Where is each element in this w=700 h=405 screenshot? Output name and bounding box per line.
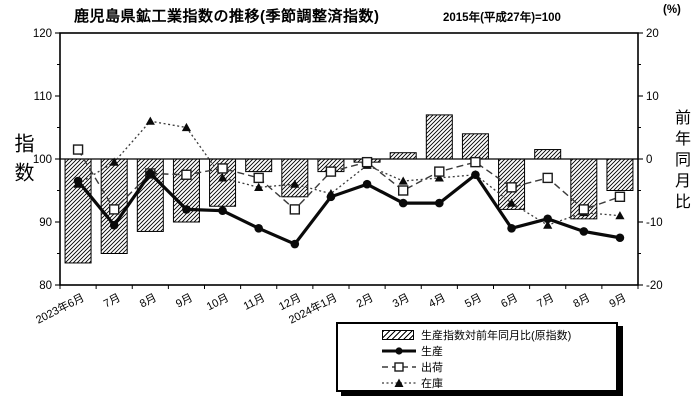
x-category-label: 7月 [102, 292, 123, 310]
left-tick-label: 120 [33, 28, 52, 40]
x-category-label: 2月 [355, 292, 376, 310]
legend-label-shipment: 出荷 [421, 362, 443, 374]
circle-marker [73, 176, 83, 186]
legend-label-production: 生産 [421, 346, 443, 358]
yoy-bar [461, 133, 489, 160]
left-tick-label: 80 [39, 280, 52, 292]
circle-marker [254, 224, 263, 233]
line-series-出荷 [72, 144, 626, 215]
legend-item-production: 生産 [338, 343, 616, 359]
square-marker [542, 172, 553, 184]
legend-item-bar: 生産指数対前年同月比(原指数) [338, 327, 616, 343]
right-tick-label: 0 [646, 154, 652, 166]
left-tick-label: 110 [34, 91, 52, 103]
circle-marker [326, 192, 336, 202]
x-category-label: 8月 [571, 292, 592, 310]
left-tick-label: 100 [33, 154, 52, 166]
triangle-marker [109, 157, 119, 166]
right-axis-title: 前年同月比 [672, 109, 689, 214]
dashed-line-square-swatch-icon [382, 360, 416, 374]
triangle-marker [217, 173, 228, 182]
legend-item-shipment: 出荷 [338, 359, 616, 375]
x-category-label: 11月 [242, 292, 267, 313]
square-marker [506, 182, 517, 193]
line-series-生産 [73, 169, 625, 249]
x-category-label: 7月 [535, 292, 556, 310]
base-year-note: 2015年(平成27年)=100 [443, 12, 561, 24]
square-marker [397, 185, 409, 196]
legend-label-bar: 生産指数対前年同月比(原指数) [421, 330, 572, 342]
square-marker [181, 169, 192, 180]
right-tick-label: 20 [646, 28, 659, 40]
hatched-bar-swatch-icon [382, 328, 416, 342]
square-marker [361, 156, 373, 168]
triangle-marker [290, 179, 300, 188]
circle-marker [182, 205, 191, 214]
chart-title: 鹿児島県鉱工業指数の推移(季節調整済指数) [74, 8, 380, 25]
square-marker [578, 204, 590, 215]
x-category-label: 9月 [174, 292, 195, 310]
square-marker [253, 172, 264, 184]
x-category-label: 3月 [391, 292, 412, 310]
yoy-bar [534, 149, 562, 160]
triangle-marker [398, 176, 408, 185]
yoy-bar [389, 152, 417, 160]
square-marker [614, 191, 626, 203]
x-category-label: 9月 [608, 292, 629, 310]
x-category-label: 6月 [499, 292, 520, 310]
legend-label-inventory: 在庫 [421, 378, 443, 390]
yoy-bar [245, 158, 273, 173]
chart-legend: 生産指数対前年同月比(原指数) 生産 出荷 在庫 [336, 322, 618, 392]
circle-marker [615, 233, 625, 243]
triangle-marker [434, 173, 444, 182]
left-tick-label: 90 [39, 217, 52, 229]
circle-marker [543, 214, 552, 224]
circle-marker [218, 206, 227, 215]
yoy-bar [281, 158, 309, 198]
circle-marker [507, 224, 516, 233]
square-marker [72, 144, 84, 155]
right-tick-label: 10 [646, 91, 659, 103]
triangle-marker [181, 122, 192, 132]
circle-marker [362, 179, 372, 189]
right-tick-label: -20 [646, 280, 663, 292]
right-tick-label: -10 [646, 217, 663, 229]
triangle-marker [543, 220, 553, 229]
yoy-bar [606, 158, 634, 191]
circle-marker [471, 170, 480, 180]
x-category-label: 8月 [138, 292, 159, 310]
solid-line-circle-swatch-icon [382, 344, 416, 358]
square-marker [217, 163, 228, 174]
square-marker [108, 204, 120, 215]
right-axis-unit-label: (%) [663, 4, 681, 16]
circle-marker [398, 198, 408, 208]
triangle-marker [615, 211, 625, 220]
square-marker [470, 156, 481, 168]
x-category-label: 4月 [427, 292, 448, 310]
square-marker [289, 204, 301, 215]
x-category-label: 10月 [205, 292, 231, 313]
triangle-marker [506, 198, 517, 207]
square-marker [325, 166, 337, 177]
left-axis-title: 指数 [11, 133, 33, 191]
x-category-label: 2023年6月 [33, 290, 86, 326]
circle-marker [579, 227, 589, 236]
yoy-bar [64, 158, 92, 264]
yoy-bar [425, 114, 453, 160]
circle-marker [146, 169, 155, 178]
dotted-line-triangle-swatch-icon [382, 376, 416, 390]
triangle-marker [254, 182, 264, 191]
triangle-marker [145, 116, 155, 125]
circle-marker [109, 220, 119, 230]
circle-marker [435, 198, 444, 208]
legend-item-inventory: 在庫 [338, 375, 616, 391]
x-category-label: 5月 [463, 292, 484, 310]
square-marker [434, 166, 445, 177]
circle-marker [290, 239, 300, 249]
